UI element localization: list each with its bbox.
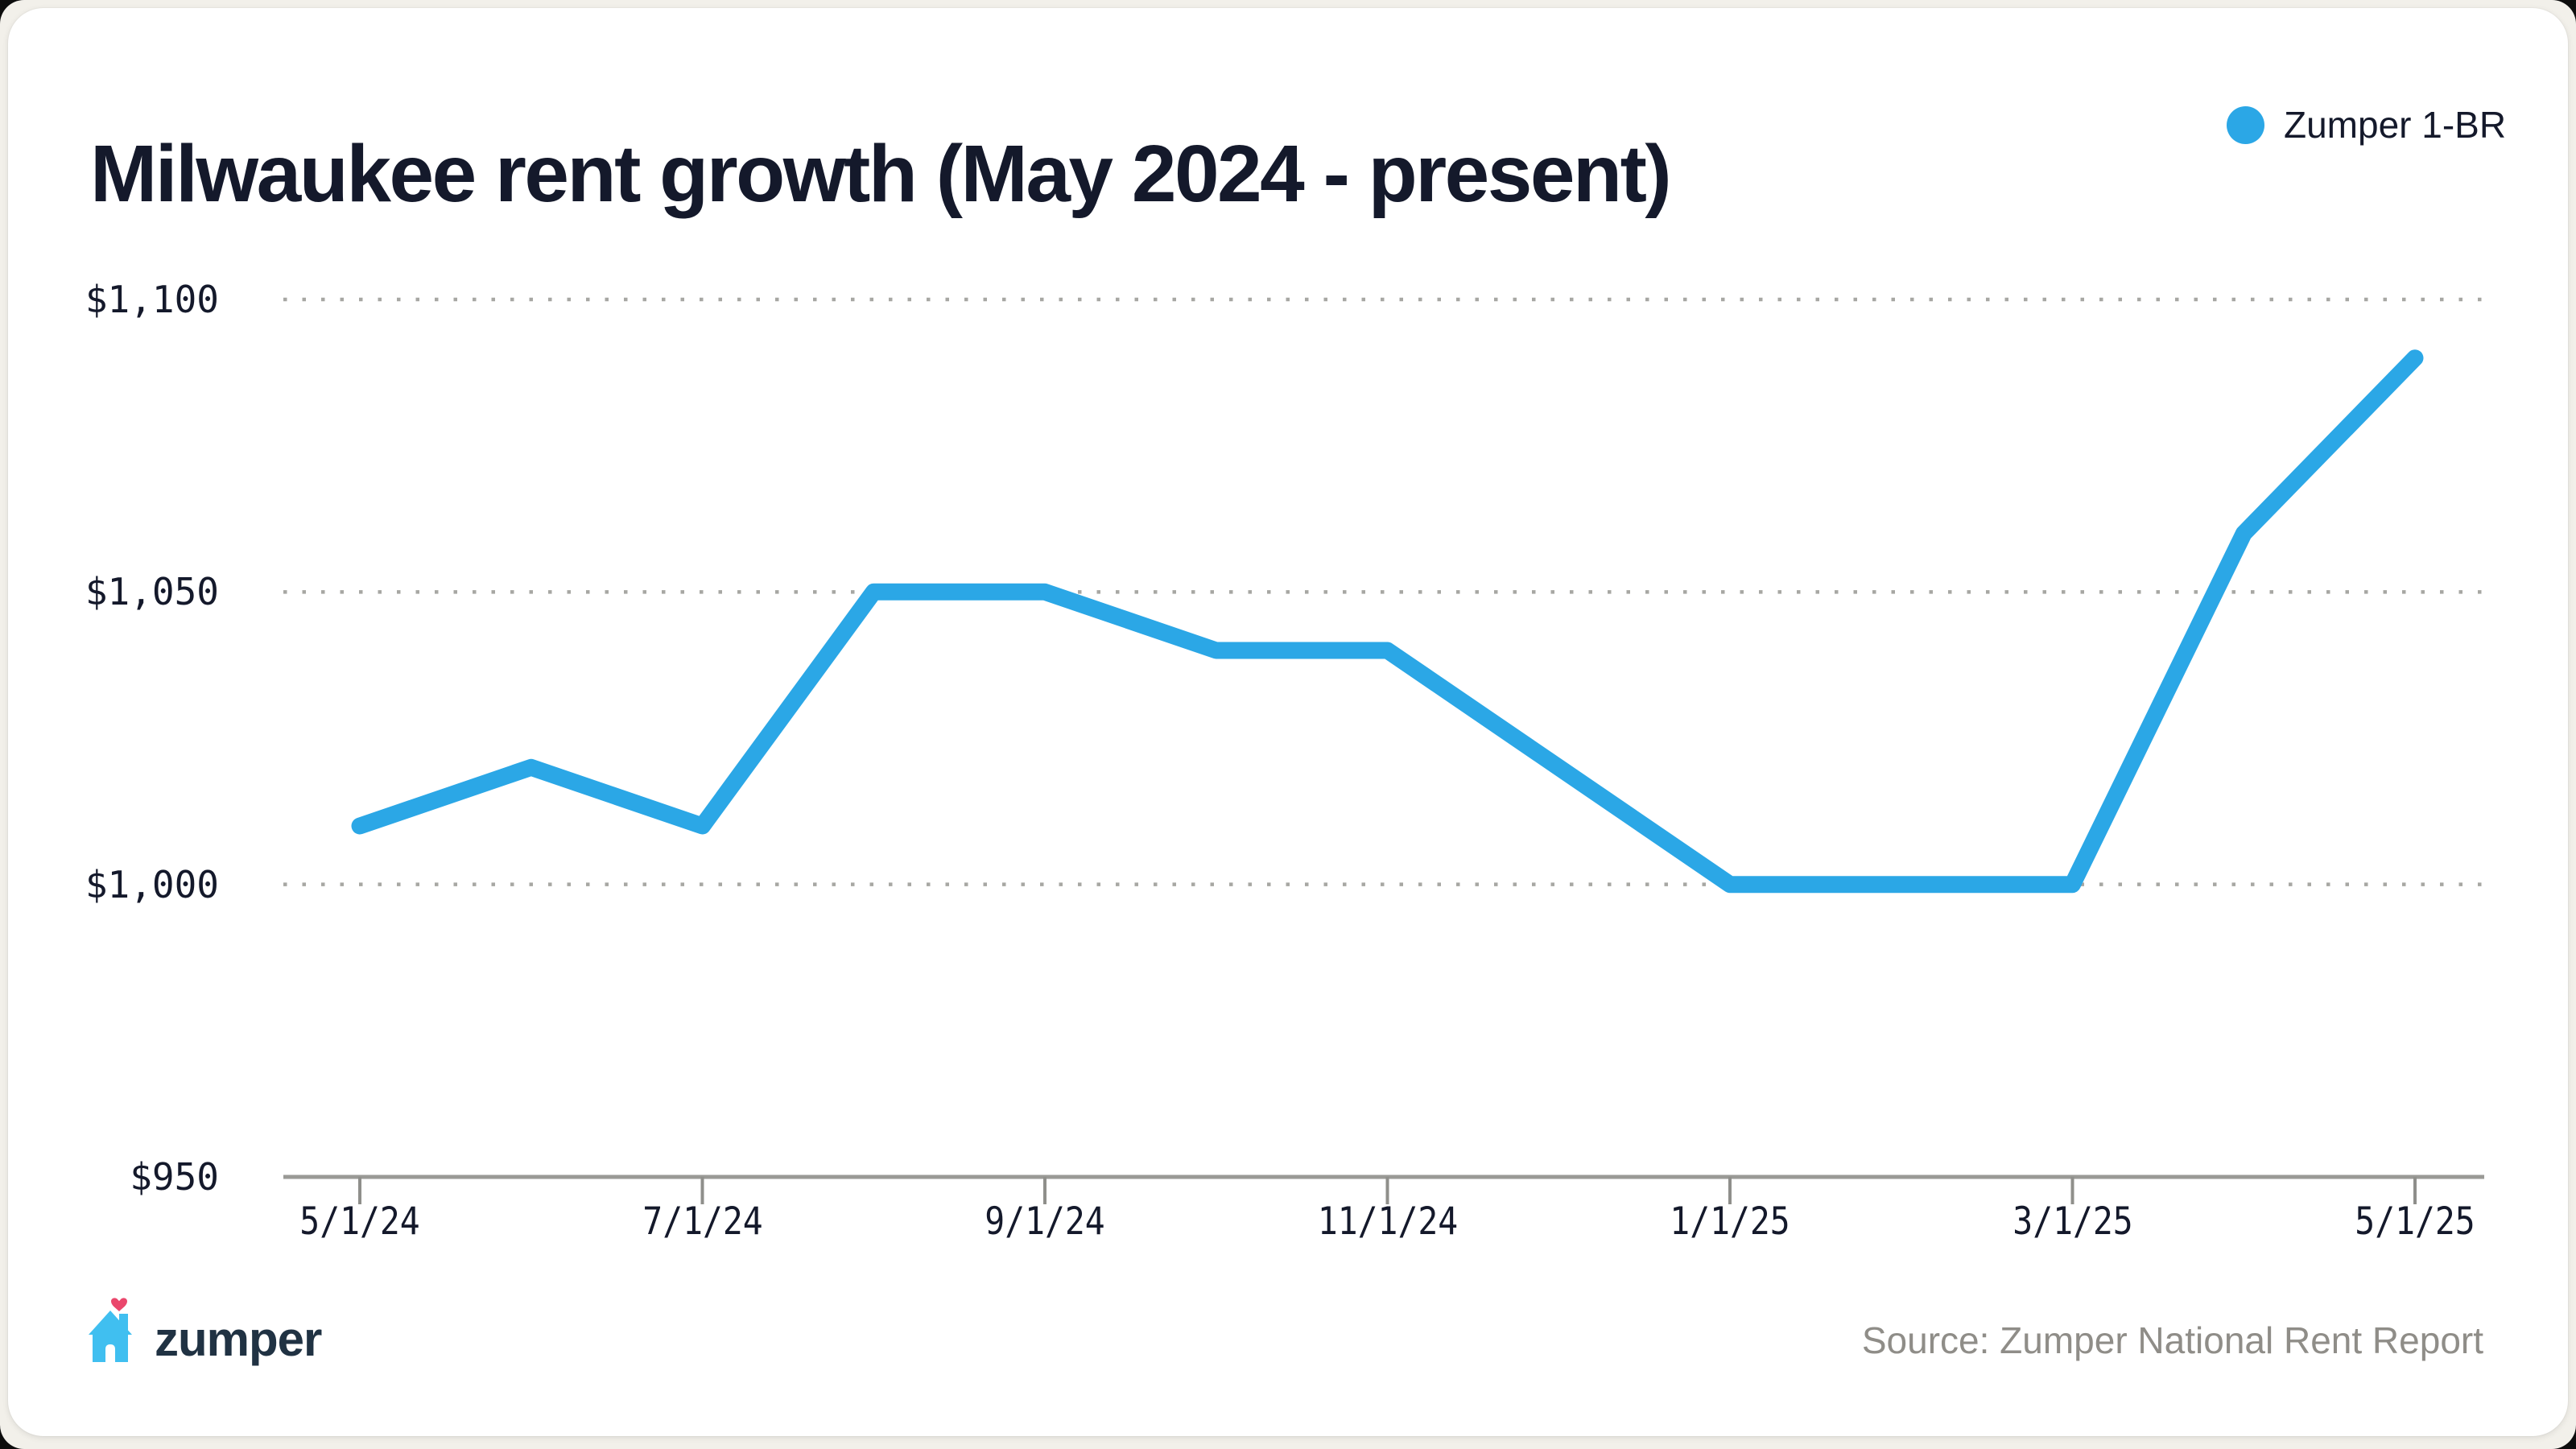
x-axis-label: 9/1/24 (985, 1199, 1105, 1244)
chart-title: Milwaukee rent growth (May 2024 - presen… (90, 129, 1672, 219)
x-axis-label: 7/1/24 (642, 1199, 763, 1244)
chart-card (8, 8, 2568, 1436)
x-axis-label: 5/1/24 (299, 1199, 420, 1244)
y-axis-label: $950 (130, 1155, 219, 1199)
x-axis-label: 1/1/25 (1670, 1199, 1790, 1244)
y-axis-label: $1,000 (85, 862, 219, 906)
heart-icon (111, 1298, 127, 1311)
legend: Zumper 1-BR (2227, 103, 2506, 147)
legend-label: Zumper 1-BR (2284, 104, 2507, 146)
house-icon (89, 1311, 132, 1362)
y-axis-label: $1,100 (85, 278, 219, 321)
brand-wordmark: zumper (155, 1312, 322, 1366)
x-axis-label: 11/1/24 (1317, 1199, 1458, 1244)
zumper-logo: zumper (89, 1296, 322, 1366)
zumper-house-icon (89, 1298, 132, 1362)
x-axis-label: 5/1/25 (2355, 1199, 2475, 1244)
source-note: Source: Zumper National Rent Report (1861, 1319, 2483, 1361)
x-axis-label: 3/1/25 (2012, 1199, 2133, 1244)
y-axis-label: $1,050 (85, 570, 219, 614)
legend-dot-icon (2227, 105, 2264, 144)
rent-line-series (351, 349, 2424, 894)
